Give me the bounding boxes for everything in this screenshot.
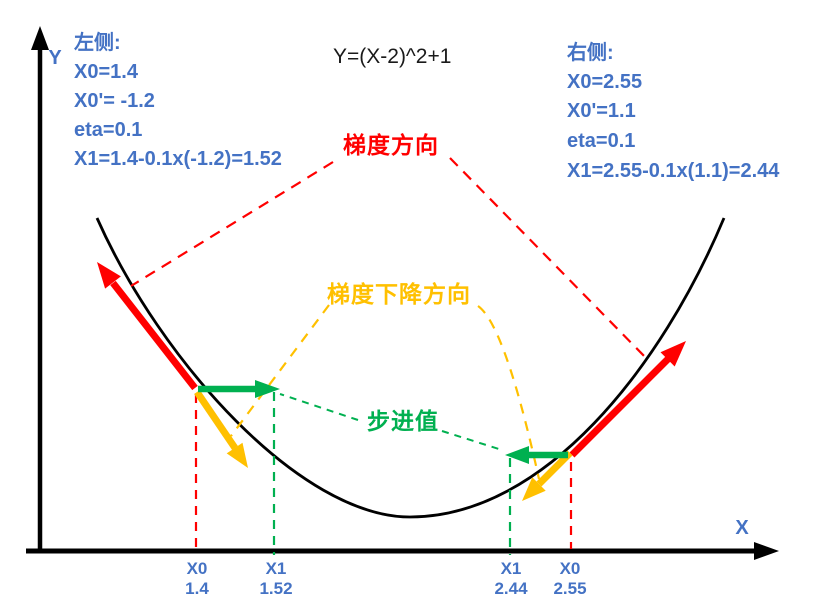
- step-arrow-right-head-icon: [505, 446, 529, 464]
- right-block-line: eta=0.1: [567, 130, 635, 152]
- tick-x0-right: X0 2.55: [553, 559, 586, 598]
- step-connector-left: [279, 393, 359, 421]
- descent-arrow-left: [194, 390, 238, 450]
- step-connector-right: [441, 430, 503, 451]
- gradient-arrow-left-head-icon: [97, 262, 121, 289]
- tick-value: 1.52: [259, 579, 292, 598]
- right-block-line: X0'=1.1: [567, 100, 636, 122]
- tick-name: X1: [501, 559, 522, 578]
- descent-connector-right: [477, 305, 541, 480]
- left-block-line: X0=1.4: [74, 61, 139, 83]
- left-block-line: eta=0.1: [74, 119, 142, 141]
- tick-value: 2.44: [494, 579, 528, 598]
- tick-name: X1: [266, 559, 287, 578]
- right-block-line: X0=2.55: [567, 71, 642, 93]
- y-axis-label: Y: [48, 47, 62, 69]
- x-axis-label: X: [735, 517, 749, 539]
- descent-arrow-right-head-icon: [522, 477, 546, 501]
- left-block-line: X0'= -1.2: [74, 90, 155, 112]
- tick-name: X0: [187, 559, 208, 578]
- gradient-direction-label: 梯度方向: [343, 132, 439, 158]
- gradient-arrow-left: [110, 280, 198, 391]
- tick-value: 2.55: [553, 579, 586, 598]
- x-axis-arrowhead-icon: [754, 542, 779, 560]
- tick-x0-left: X0 1.4: [185, 559, 209, 598]
- tick-x1-right: X1 2.44: [494, 559, 528, 598]
- gradient-connector-right: [449, 157, 650, 362]
- gradient-arrow-right-head-icon: [660, 341, 686, 367]
- y-axis-arrowhead-icon: [31, 26, 49, 50]
- tick-value: 1.4: [185, 579, 209, 598]
- descent-arrow-left-head-icon: [226, 442, 248, 468]
- step-value-label: 步进值: [367, 408, 439, 434]
- right-block-heading: 右侧:: [567, 40, 614, 64]
- gradient-arrow-right: [569, 356, 671, 458]
- right-block-line: X1=2.55-0.1x(1.1)=2.44: [567, 160, 780, 182]
- left-block-line: X1=1.4-0.1x(-1.2)=1.52: [74, 148, 282, 170]
- left-block-heading: 左侧:: [74, 30, 121, 54]
- tick-x1-left: X1 1.52: [259, 559, 292, 598]
- function-title: Y=(X-2)^2+1: [333, 45, 451, 68]
- descent-connector-left: [230, 304, 330, 437]
- parabola-curve: [95, 217, 726, 519]
- descent-direction-label: 梯度下降方向: [327, 281, 471, 307]
- gradient-connector-left: [130, 161, 334, 287]
- tick-name: X0: [560, 559, 581, 578]
- step-arrow-left-head-icon: [255, 380, 280, 398]
- left-block: 左侧: X0=1.4 X0'= -1.2 eta=0.1 X1=1.4-0.1x…: [74, 30, 282, 170]
- right-block: 右侧: X0=2.55 X0'=1.1 eta=0.1 X1=2.55-0.1x…: [567, 40, 780, 182]
